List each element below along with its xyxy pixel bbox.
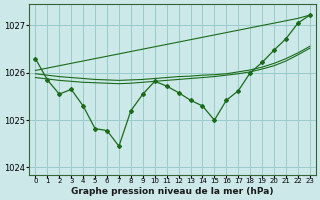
X-axis label: Graphe pression niveau de la mer (hPa): Graphe pression niveau de la mer (hPa): [71, 187, 274, 196]
